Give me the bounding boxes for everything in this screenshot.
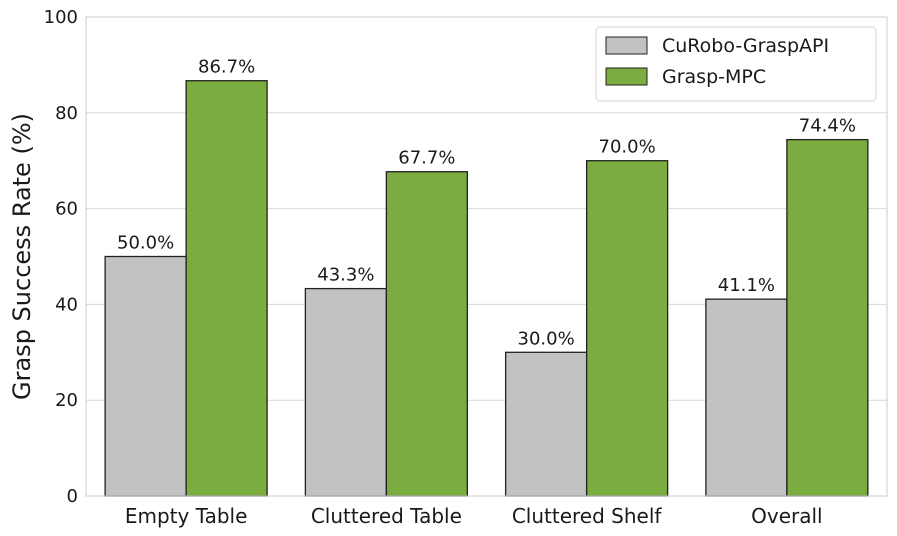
plot-frame [85,16,888,497]
data-label-grasp-mpc-empty-table: 86.7% [198,57,255,78]
legend: CuRobo-GraspAPI Grasp-MPC [595,26,877,102]
y-tick-label-60: 60 [55,199,78,220]
bar-curobo-graspapi-empty-table [104,255,187,497]
legend-swatch-grasp-mpc [605,67,648,86]
data-label-curobo-graspapi-cluttered-shelf: 30.0% [518,328,575,349]
bar-grasp-mpc-empty-table [185,80,268,497]
bar-grasp-mpc-overall [786,138,869,497]
data-label-grasp-mpc-cluttered-shelf: 70.0% [599,137,656,158]
y-tick-label-20: 20 [55,390,78,411]
y-tick-label-80: 80 [55,103,78,124]
bar-curobo-graspapi-overall [705,298,788,497]
bar-grasp-mpc-cluttered-shelf [585,160,669,497]
y-axis-label: Grasp Success Rate (%) [8,113,36,400]
data-label-curobo-graspapi-cluttered-table: 43.3% [317,265,374,286]
x-axis-ticks: Empty Table Cluttered Table Cluttered Shel… [125,504,823,528]
data-label-grasp-mpc-overall: 74.4% [799,116,856,137]
legend-box [595,26,877,102]
data-labels: 50.0% 86.7% 43.3% 67.7% 30.0% 70.0% 41.1% 74.4% [117,57,856,350]
data-label-grasp-mpc-cluttered-table: 67.7% [398,148,455,169]
data-label-curobo-graspapi-empty-table: 50.0% [117,233,174,254]
bars [104,80,869,497]
y-tick-label-40: 40 [55,294,78,315]
x-tick-label-cluttered-shelf: Cluttered Shelf [512,504,663,528]
bar-curobo-graspapi-cluttered-table [304,287,388,497]
y-tick-label-0: 0 [67,486,78,507]
legend-label-curobo: CuRobo-GraspAPI [662,35,829,57]
x-tick-label-overall: Overall [751,504,822,528]
legend-swatch-curobo [605,36,648,55]
legend-label-grasp-mpc: Grasp-MPC [662,66,766,88]
data-label-curobo-graspapi-overall: 41.1% [718,275,775,296]
y-tick-label-100: 100 [44,7,78,28]
x-tick-label-empty-table: Empty Table [125,504,248,528]
bar-curobo-graspapi-cluttered-shelf [504,351,588,497]
bar-grasp-mpc-cluttered-table [385,171,469,497]
y-axis-ticks: 0 20 40 60 80 100 [44,7,78,507]
x-tick-label-cluttered-table: Cluttered Table [311,504,462,528]
